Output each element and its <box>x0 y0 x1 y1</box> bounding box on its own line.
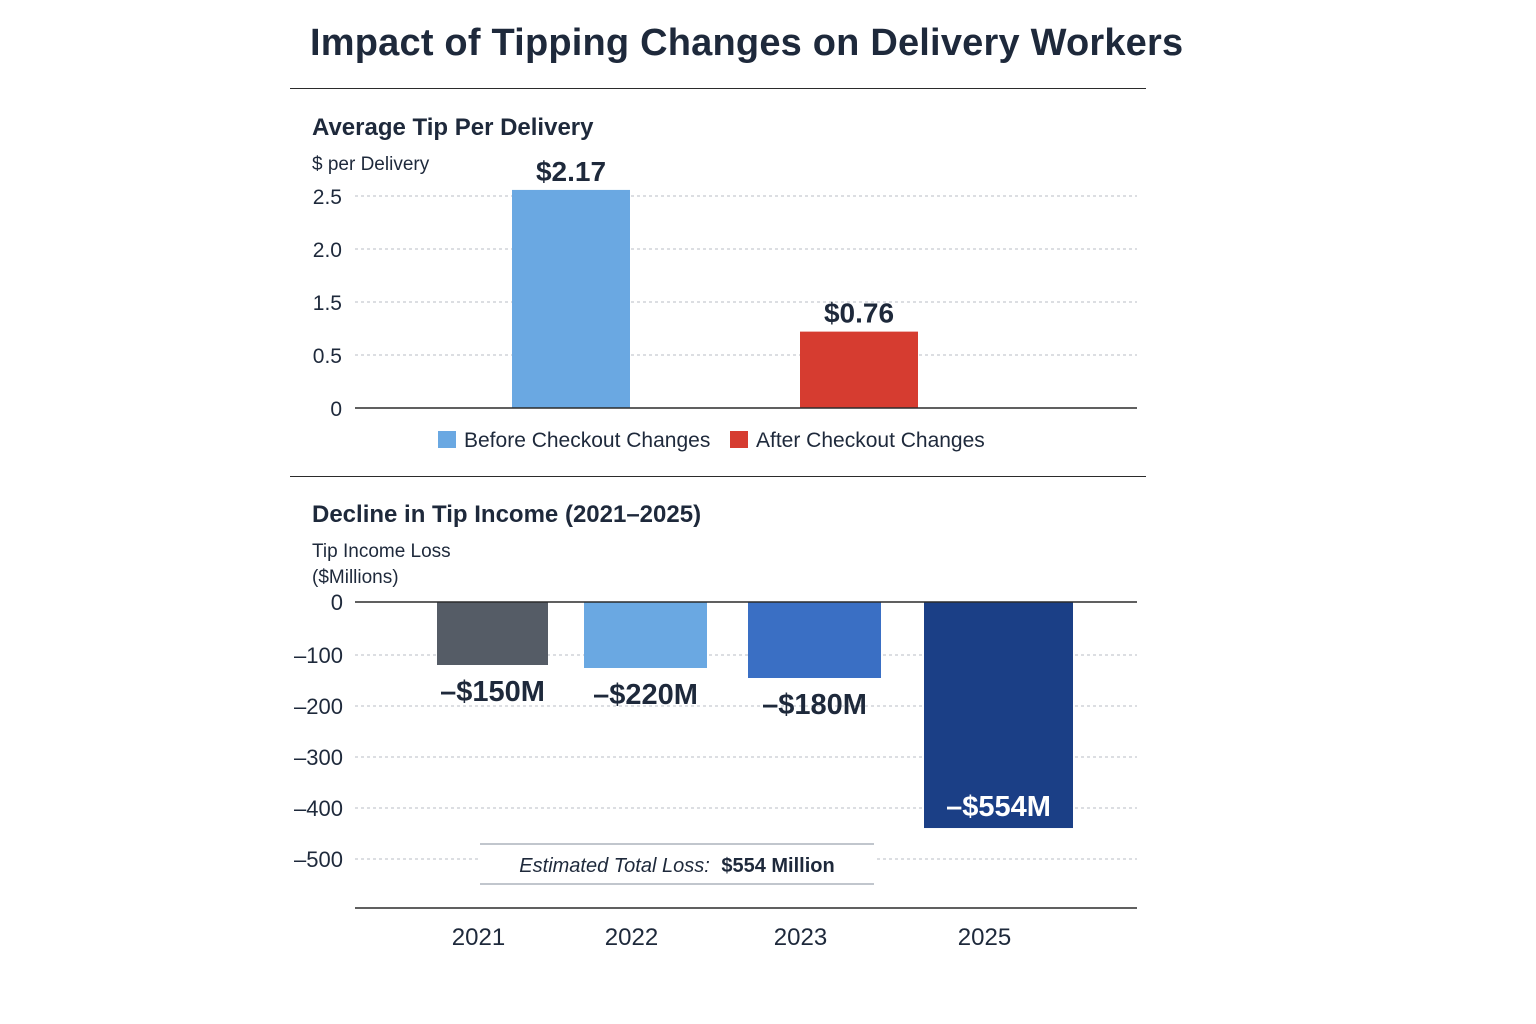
chart2-y-axis-label-line2: ($Millions) <box>312 567 399 588</box>
chart1-y-tick-label: 0 <box>330 398 342 421</box>
chart2-y-tick-label: –200 <box>294 694 343 719</box>
chart2-y-tick-label: 0 <box>331 590 343 615</box>
chart2-title: Decline in Tip Income (2021–2025) <box>312 501 701 528</box>
chart1-bar-value-label: $2.17 <box>536 156 606 187</box>
chart2-bar-value-label: –$220M <box>593 679 698 711</box>
chart1-y-tick-label: 0.5 <box>313 345 342 368</box>
chart1-y-axis-label: $ per Delivery <box>312 154 430 175</box>
svg-text:Estimated Total Loss: $5: Estimated Total Loss: $554 Million <box>519 855 834 877</box>
chart2-bar <box>437 602 548 665</box>
chart2-y-tick-label: –400 <box>294 796 343 821</box>
chart1-bar-value-label: $0.76 <box>824 298 894 329</box>
chart1-bar <box>800 331 918 408</box>
chart2-x-tick-label: 2023 <box>774 924 827 951</box>
chart1-bar <box>512 189 630 408</box>
chart2-y-tick-label: –300 <box>294 745 343 770</box>
chart2-bar-value-label: –$150M <box>440 676 545 708</box>
title-divider <box>290 88 1146 89</box>
chart1-y-tick-label: 1.5 <box>313 292 342 315</box>
chart2-bar-value-label: –$554M <box>946 791 1051 823</box>
section-divider <box>290 476 1146 477</box>
legend-label: Before Checkout Changes <box>464 429 710 452</box>
chart-tip-income-decline: Decline in Tip Income (2021–2025) Tip In… <box>294 501 1137 951</box>
legend-swatch <box>730 431 748 448</box>
chart2-y-tick-label: –500 <box>294 847 343 872</box>
legend-label: After Checkout Changes <box>756 429 985 452</box>
chart2-y-axis-label-line1: Tip Income Loss <box>312 541 451 562</box>
chart1-y-tick-label: 2.5 <box>313 186 342 209</box>
chart2-x-tick-label: 2021 <box>452 924 505 951</box>
chart2-x-tick-label: 2025 <box>958 924 1011 951</box>
page-title: Impact of Tipping Changes on Delivery Wo… <box>310 22 1184 64</box>
legend-swatch <box>438 431 456 448</box>
chart2-bar <box>924 602 1073 829</box>
chart2-bar <box>584 602 707 668</box>
annotation-prefix: Estimated Total Loss: <box>519 855 709 877</box>
chart2-bar <box>748 602 881 678</box>
annotation-value: $554 Million <box>721 855 834 877</box>
chart2-bar-value-label: –$180M <box>762 689 867 721</box>
chart-average-tip: Average Tip Per Delivery $ per Delivery … <box>312 114 1137 452</box>
chart2-x-tick-label: 2022 <box>605 924 658 951</box>
chart1-title: Average Tip Per Delivery <box>312 114 594 141</box>
total-loss-annotation: Estimated Total Loss: $554 Million <box>480 843 874 885</box>
chart2-y-tick-label: –100 <box>294 643 343 668</box>
chart1-y-tick-label: 2.0 <box>313 239 342 262</box>
